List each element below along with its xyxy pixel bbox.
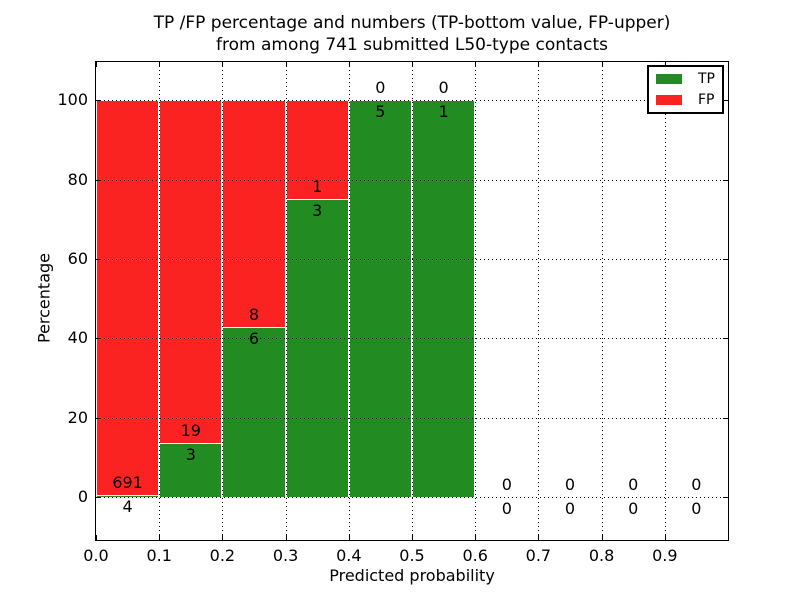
fp-count-label: 1	[312, 177, 323, 197]
y-tick-label: 100	[57, 90, 88, 110]
y-tick	[96, 338, 101, 340]
x-gridline	[222, 62, 224, 540]
tp-bar	[412, 100, 476, 498]
x-tick-top	[159, 62, 161, 67]
chart-title: TP /FP percentage and numbers (TP-bottom…	[96, 12, 728, 56]
fp-bar	[222, 100, 286, 327]
legend-swatch-tp	[656, 74, 682, 84]
fp-count-label: 0	[628, 475, 639, 495]
fp-count-label: 0	[501, 475, 512, 495]
legend: TP FP	[647, 65, 724, 114]
y-tick	[96, 100, 101, 102]
x-tick-label: 0.8	[588, 546, 615, 565]
x-tick-label: 0.6	[462, 546, 488, 565]
x-gridline	[412, 62, 413, 540]
y-tick-label: 40	[67, 328, 88, 348]
legend-label: TP	[698, 71, 715, 87]
x-gridline	[285, 62, 287, 540]
x-tick	[538, 535, 540, 540]
x-tick	[222, 535, 224, 540]
fp-bar	[96, 100, 160, 495]
x-tick-top	[538, 62, 540, 67]
tp-count-label: 0	[564, 499, 576, 519]
fp-bar	[285, 100, 349, 200]
y-tick-label: 0	[77, 487, 88, 507]
y-tick-label: 60	[67, 248, 88, 268]
x-tick-label: 0.3	[272, 546, 299, 565]
y-tick	[96, 258, 101, 260]
y-tick-label: 20	[67, 407, 88, 427]
tp-count-label: 6	[248, 328, 260, 348]
fp-bar	[159, 100, 223, 443]
tp-bar	[222, 326, 286, 498]
plot-area: TP FP 691 4 19 3 8 6 1 3 0 5 0 1 0 0 0 0 0 0 0 0	[95, 61, 729, 541]
x-tick-top	[348, 62, 350, 67]
tp-count-label: 4	[122, 496, 133, 516]
x-tick	[601, 535, 603, 540]
x-tick-label: 0.5	[399, 546, 425, 565]
chart-title-line2: from among 741 submitted L50-type contac…	[216, 35, 608, 55]
fp-count-label: 0	[375, 78, 386, 98]
tp-count-label: 0	[628, 499, 639, 519]
x-gridline	[664, 62, 666, 540]
x-tick-top	[412, 62, 413, 67]
fp-count-label: 691	[112, 472, 143, 492]
y-tick-right	[723, 338, 728, 340]
x-tick-top	[96, 62, 97, 67]
x-tick-top	[285, 62, 287, 67]
legend-item: TP	[656, 71, 715, 87]
tp-bar	[285, 199, 349, 498]
x-tick-label: 0.2	[209, 546, 236, 565]
x-gridline	[159, 62, 161, 540]
x-tick	[664, 535, 666, 540]
tp-bar	[96, 494, 160, 498]
y-tick-label: 80	[67, 169, 88, 189]
x-gridline	[475, 62, 477, 540]
x-gridline	[538, 62, 540, 540]
x-tick-top	[664, 62, 666, 67]
tp-count-label: 1	[438, 102, 449, 122]
x-tick	[475, 535, 477, 540]
fp-count-label: 8	[248, 304, 260, 324]
y-tick	[96, 497, 101, 499]
x-tick-top	[601, 62, 603, 67]
x-tick-label: 0.7	[525, 546, 552, 565]
fp-count-label: 0	[691, 475, 702, 495]
x-tick	[285, 535, 287, 540]
x-tick-top	[475, 62, 477, 67]
x-tick-top	[222, 62, 224, 67]
fp-count-label: 19	[180, 420, 201, 440]
x-tick	[348, 535, 350, 540]
x-axis-label: Predicted probability	[329, 566, 495, 585]
x-tick	[412, 535, 413, 540]
legend-label: FP	[698, 92, 715, 108]
legend-swatch-fp	[656, 95, 682, 105]
x-tick-label: 0.9	[652, 546, 678, 565]
tp-count-label: 0	[691, 499, 702, 519]
y-tick-right	[723, 179, 728, 181]
y-tick-right	[723, 497, 728, 499]
tp-count-label: 5	[375, 102, 386, 122]
fp-count-label: 0	[438, 78, 449, 98]
y-tick-right	[723, 258, 728, 260]
y-tick-right	[723, 100, 728, 102]
tp-count-label: 3	[312, 201, 323, 221]
x-gridline	[348, 62, 350, 540]
x-tick-label: 0.1	[146, 546, 172, 565]
x-gridline	[601, 62, 603, 540]
tp-bar	[348, 100, 412, 498]
x-tick	[159, 535, 161, 540]
chart-title-line1: TP /FP percentage and numbers (TP-bottom…	[153, 13, 671, 33]
x-tick-label: 0.4	[336, 546, 362, 565]
x-tick	[96, 535, 97, 540]
tp-count-label: 3	[185, 444, 196, 464]
fp-count-label: 0	[564, 475, 576, 495]
tp-count-label: 0	[501, 499, 512, 519]
y-tick	[96, 179, 101, 181]
legend-item: FP	[656, 92, 715, 108]
x-tick-label: 0.0	[83, 546, 109, 565]
y-tick-right	[723, 417, 728, 419]
y-tick	[96, 417, 101, 419]
